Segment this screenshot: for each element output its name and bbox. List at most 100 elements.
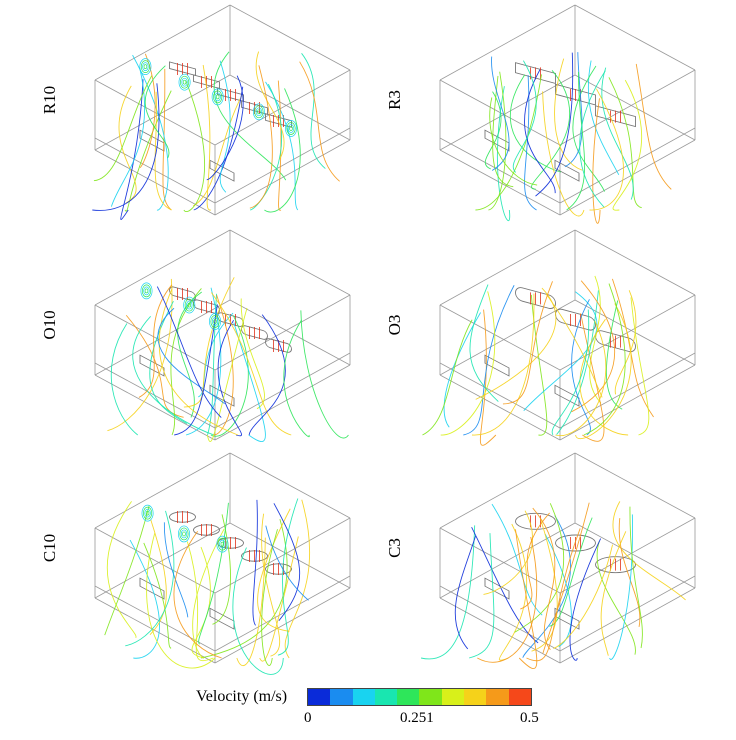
floor-edge (439, 585, 561, 652)
vortex-ring (139, 58, 152, 76)
box-edge (214, 587, 351, 664)
streamline (592, 98, 601, 224)
streamline (129, 539, 160, 659)
streamline (463, 285, 515, 436)
streamline-diagram (92, 4, 351, 220)
streamline (524, 69, 556, 194)
streamline (192, 528, 225, 659)
streamline (611, 278, 654, 418)
streamline (144, 65, 170, 159)
streamline (252, 499, 258, 626)
outlet (139, 577, 165, 600)
streamline (174, 304, 218, 436)
streamline (154, 91, 172, 211)
box-edge (439, 299, 576, 376)
outlet (484, 577, 510, 600)
panel-o10: O10 (40, 229, 351, 450)
streamline (566, 71, 586, 211)
streamline (183, 80, 205, 212)
streamline (206, 307, 248, 442)
vortex-ring (213, 90, 223, 104)
vortex-ring (214, 92, 221, 102)
streamline (236, 537, 266, 667)
streamline (553, 544, 614, 649)
box-edge (574, 74, 696, 141)
tick-min: 0 (304, 710, 312, 726)
streamline (530, 294, 548, 436)
streamline (162, 68, 172, 211)
streamline (212, 514, 231, 625)
streamline (569, 538, 602, 661)
streamline (132, 54, 169, 211)
streamline (583, 283, 626, 436)
streamline (579, 70, 606, 208)
streamline (284, 499, 311, 659)
vortex-ring (220, 541, 225, 547)
streamline (202, 64, 212, 211)
tick-mid: 0.251 (400, 710, 434, 726)
streamline (248, 314, 286, 436)
colorbar-swatch (352, 689, 375, 705)
streamline (233, 322, 266, 442)
streamline (612, 79, 643, 211)
streamline (193, 86, 244, 211)
streamline (420, 525, 476, 660)
vortex-ring (143, 286, 150, 296)
vortex-ring (186, 300, 193, 310)
streamline (596, 541, 636, 655)
streamline (104, 505, 150, 636)
streamline (198, 312, 234, 398)
panel-o3: O3 (385, 229, 696, 450)
streamline (589, 88, 624, 211)
streamline (526, 528, 581, 662)
colorbar-swatch (441, 689, 465, 705)
colorbar-swatch (330, 689, 353, 705)
legend-title: Velocity (m/s) (196, 688, 288, 705)
box-edge (229, 74, 351, 141)
colorbar-swatch (464, 689, 487, 705)
vortex-ring (181, 77, 188, 87)
floor-edge (439, 362, 561, 429)
floor-edge (214, 352, 351, 429)
inlet (515, 512, 556, 530)
box-edge (439, 4, 576, 81)
vortex-ring (213, 319, 217, 324)
streamline (191, 546, 211, 659)
streamline (158, 288, 238, 436)
streamline (149, 519, 167, 635)
vortex-ring (141, 284, 152, 298)
streamline (138, 284, 173, 398)
vortex-ring (145, 510, 150, 516)
streamline (614, 290, 637, 395)
vortex-ring (257, 109, 261, 115)
outlet (554, 384, 580, 407)
box-edge (94, 4, 231, 81)
streamline (157, 307, 225, 405)
box-edge (574, 452, 696, 519)
box-edge (229, 299, 351, 366)
streamline (264, 88, 301, 213)
streamline (259, 536, 299, 662)
streamline (240, 298, 265, 410)
vortex-ring (144, 508, 151, 518)
streamline (125, 510, 175, 647)
streamline (139, 53, 156, 169)
box-edge (439, 374, 561, 441)
outlet (554, 607, 580, 630)
colorbar (307, 688, 532, 706)
streamline (520, 512, 550, 610)
streamline (163, 522, 189, 618)
streamline (545, 293, 603, 398)
streamline (454, 535, 476, 650)
vortex-ring (287, 124, 295, 133)
streamline (491, 56, 510, 171)
box-edge (559, 364, 696, 441)
box-edge (94, 304, 216, 371)
streamline (571, 280, 616, 413)
box-edge (94, 149, 216, 216)
streamline (601, 67, 634, 200)
outlet (484, 354, 510, 377)
box-edge (439, 304, 561, 371)
streamline-diagram (94, 452, 351, 675)
streamline (469, 533, 495, 659)
